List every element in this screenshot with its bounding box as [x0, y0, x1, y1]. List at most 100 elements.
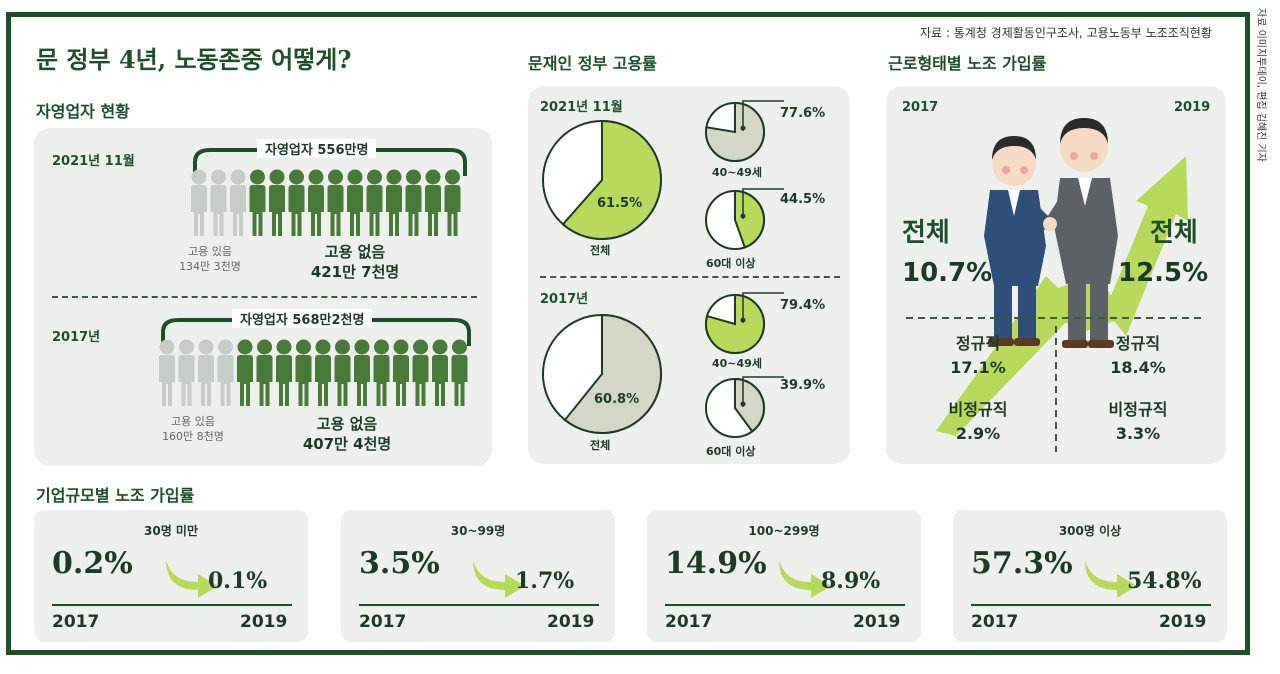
card-year-to: 2019 [853, 612, 901, 632]
source-note: 자료 : 통계청 경제활동인구조사, 고용노동부 노조조직현황 [920, 26, 1212, 40]
person-icon [412, 339, 429, 406]
pie-total-2017-label: 전체 [590, 439, 611, 452]
self-employed-year-2021: 2021년 11월 [52, 154, 135, 169]
trend-down-arrow-icon [1085, 560, 1137, 598]
person-icon [327, 169, 344, 236]
person-icon [191, 169, 207, 236]
with-employees-2017: 고용 있음 160만 8천명 [162, 415, 224, 443]
pie-60s-2017-label: 60대 이상 [706, 445, 756, 458]
trend-down-arrow-icon [473, 560, 525, 598]
card-divider [665, 604, 905, 606]
person-icon [295, 339, 312, 406]
union-size-card-label: 100~299명 [748, 524, 820, 538]
rising-arrow-icon [936, 156, 1188, 436]
person-icon [451, 339, 468, 406]
regular-left: 정규직 17.1% [950, 334, 1006, 377]
trend-down-arrow-icon [779, 560, 831, 598]
pie-40s-2021-label: 40~49세 [712, 166, 762, 179]
business-person-left-icon [984, 136, 1056, 346]
pie-60s-2021-leader [740, 188, 784, 219]
person-icon [198, 339, 214, 406]
pie-60s-2017 [705, 377, 765, 438]
person-icon [405, 169, 422, 236]
person-icon [425, 169, 441, 236]
pie-60s-2021-label: 60대 이상 [706, 257, 756, 270]
without-employees-2017: 고용 없음 407만 4천명 [302, 415, 392, 453]
without-employees-2021: 고용 없음 421만 7천명 [310, 243, 400, 281]
card-year-to: 2019 [1159, 612, 1207, 632]
union-size-card-label: 300명 이상 [1058, 524, 1122, 538]
pie-40s-2017 [705, 293, 765, 354]
employment-divider [540, 276, 840, 278]
trend-down-arrow-icon [166, 560, 218, 598]
employment-year-2021: 2021년 11월 [540, 100, 623, 115]
card-divider [359, 604, 599, 606]
person-icon [159, 339, 175, 406]
pie-total-2021-label: 전체 [590, 244, 611, 257]
with-employees-2021: 고용 있음 134만 3천명 [179, 245, 241, 273]
pie-60s-2017-leader [740, 376, 784, 407]
self-employed-year-2017: 2017년 [52, 330, 101, 345]
person-icon [249, 169, 266, 236]
person-icon [366, 169, 383, 236]
union-size-card-from: 14.9% [665, 546, 767, 581]
business-person-right-icon [1043, 118, 1118, 348]
self-employed-total-2017: 자영업자 568만2천명 [232, 309, 373, 328]
person-icon [288, 169, 305, 236]
union-type-title: 근로형태별 노조 가입률 [888, 54, 1047, 73]
pie-40s-2021 [705, 101, 765, 162]
pie-total-2017-value: 60.8% [594, 392, 640, 407]
person-icon [315, 339, 331, 406]
people-row-2021 [191, 169, 461, 236]
card-year-to: 2019 [547, 612, 595, 632]
person-icon [178, 339, 195, 406]
pie-40s-2017-label: 40~49세 [712, 357, 762, 370]
person-icon [237, 339, 253, 406]
people-row-2017 [159, 339, 468, 406]
person-icon [393, 339, 409, 406]
union-type-year-right: 2019 [1174, 100, 1211, 115]
person-icon [432, 339, 448, 406]
pie-40s-2017-leader [740, 292, 784, 323]
total-label-left: 전체 [902, 218, 950, 248]
handshake-illustration [906, 118, 1206, 452]
self-employed-total-2021: 자영업자 556만명 [257, 139, 377, 158]
union-size-card-from: 0.2% [52, 546, 133, 581]
total-value-left: 10.7% [902, 258, 993, 288]
pie-60s-2021-value: 44.5% [780, 192, 826, 207]
card-year-from: 2017 [665, 612, 713, 632]
union-size-card-to: 54.8% [1127, 568, 1202, 594]
card-year-to: 2019 [240, 612, 288, 632]
card-divider [971, 604, 1211, 606]
card-year-from: 2017 [359, 612, 407, 632]
pie-60s-2017-value: 39.9% [780, 378, 826, 393]
pie-60s-2021 [705, 189, 765, 250]
main-title: 문 정부 4년, 노동존중 어떻게? [36, 45, 352, 74]
union-size-card-from: 57.3% [971, 546, 1073, 581]
person-icon [210, 169, 227, 236]
union-size-card-to: 1.7% [515, 568, 575, 594]
person-icon [256, 339, 273, 406]
irregular-right: 비정규직 3.3% [1108, 400, 1168, 443]
union-type-year-left: 2017 [902, 100, 939, 115]
union-size-card-to: 0.1% [208, 568, 268, 594]
union-size-card-from: 3.5% [359, 546, 440, 581]
person-icon [308, 169, 324, 236]
person-icon [373, 339, 390, 406]
irregular-left: 비정규직 2.9% [948, 400, 1008, 443]
union-size-card-label: 30~99명 [450, 524, 506, 538]
person-icon [444, 169, 461, 236]
employment-year-2017: 2017년 [540, 292, 589, 307]
pie-total-2017 [542, 313, 662, 434]
person-icon [347, 169, 363, 236]
credit-note: 자료 이미지투데이, 편집 김혜진 기자 [1255, 8, 1266, 162]
card-year-from: 2017 [52, 612, 100, 632]
pie-40s-2021-value: 77.6% [780, 106, 826, 121]
total-value-right: 12.5% [1118, 258, 1209, 288]
person-icon [276, 339, 292, 406]
union-size-title: 기업규모별 노조 가입률 [36, 486, 195, 505]
pie-total-2021-value: 61.5% [597, 196, 643, 211]
person-icon [354, 339, 370, 406]
self-employed-title: 자영업자 현황 [36, 102, 130, 121]
total-label-right: 전체 [1150, 218, 1198, 248]
